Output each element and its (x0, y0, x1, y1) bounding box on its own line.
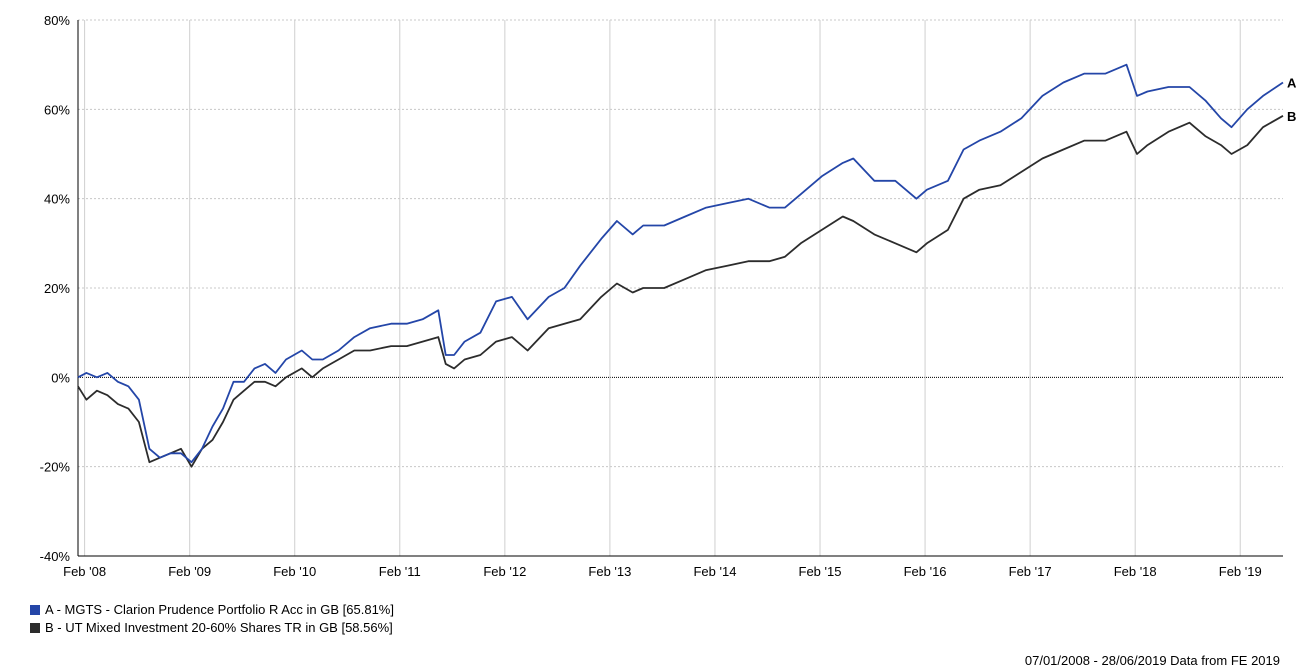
grid (78, 19, 1283, 556)
x-tick-label: Feb '15 (799, 564, 842, 579)
y-tick-label: 60% (44, 102, 70, 117)
x-tick-label: Feb '16 (904, 564, 947, 579)
y-tick-label: 20% (44, 281, 70, 296)
x-tick-label: Feb '19 (1219, 564, 1262, 579)
y-tick-label: 40% (44, 192, 70, 207)
legend-swatch-a (30, 605, 40, 615)
legend-entry-b: B - UT Mixed Investment 20-60% Shares TR… (30, 619, 394, 637)
tick-labels: -40% -20% 0% 20% 40% 60% 80% Feb '08 Feb '09 Feb … (40, 13, 1297, 579)
x-tick-label: Feb '17 (1009, 564, 1052, 579)
axes (77, 20, 1283, 557)
y-tick-label: 0% (51, 370, 70, 385)
legend-entry-a: A - MGTS - Clarion Prudence Portfolio R … (30, 601, 394, 619)
series-line-a (77, 63, 1284, 464)
series-lines (77, 63, 1284, 468)
series-end-label-a: A (1287, 76, 1297, 91)
y-tick-label: -40% (40, 549, 71, 564)
x-tick-label: Feb '10 (273, 564, 316, 579)
x-tick-label: Feb '13 (588, 564, 631, 579)
x-tick-label: Feb '09 (168, 564, 211, 579)
y-tick-label: 80% (44, 13, 70, 28)
series-end-label-b: B (1287, 109, 1296, 124)
x-tick-label: Feb '08 (63, 564, 106, 579)
series-line-b (77, 115, 1284, 468)
legend-label-a: A - MGTS - Clarion Prudence Portfolio R … (45, 602, 394, 617)
legend-label-b: B - UT Mixed Investment 20-60% Shares TR… (45, 620, 393, 635)
x-tick-label: Feb '12 (483, 564, 526, 579)
legend-swatch-b (30, 623, 40, 633)
legend: A - MGTS - Clarion Prudence Portfolio R … (30, 601, 394, 637)
x-tick-label: Feb '11 (379, 564, 421, 579)
x-tick-label: Feb '14 (693, 564, 736, 579)
line-chart: -40% -20% 0% 20% 40% 60% 80% Feb '08 Feb '09 Feb … (40, 13, 1297, 579)
y-tick-label: -20% (40, 460, 71, 475)
date-range-footer: 07/01/2008 - 28/06/2019 Data from FE 201… (1024, 653, 1280, 668)
x-tick-label: Feb '18 (1114, 564, 1157, 579)
